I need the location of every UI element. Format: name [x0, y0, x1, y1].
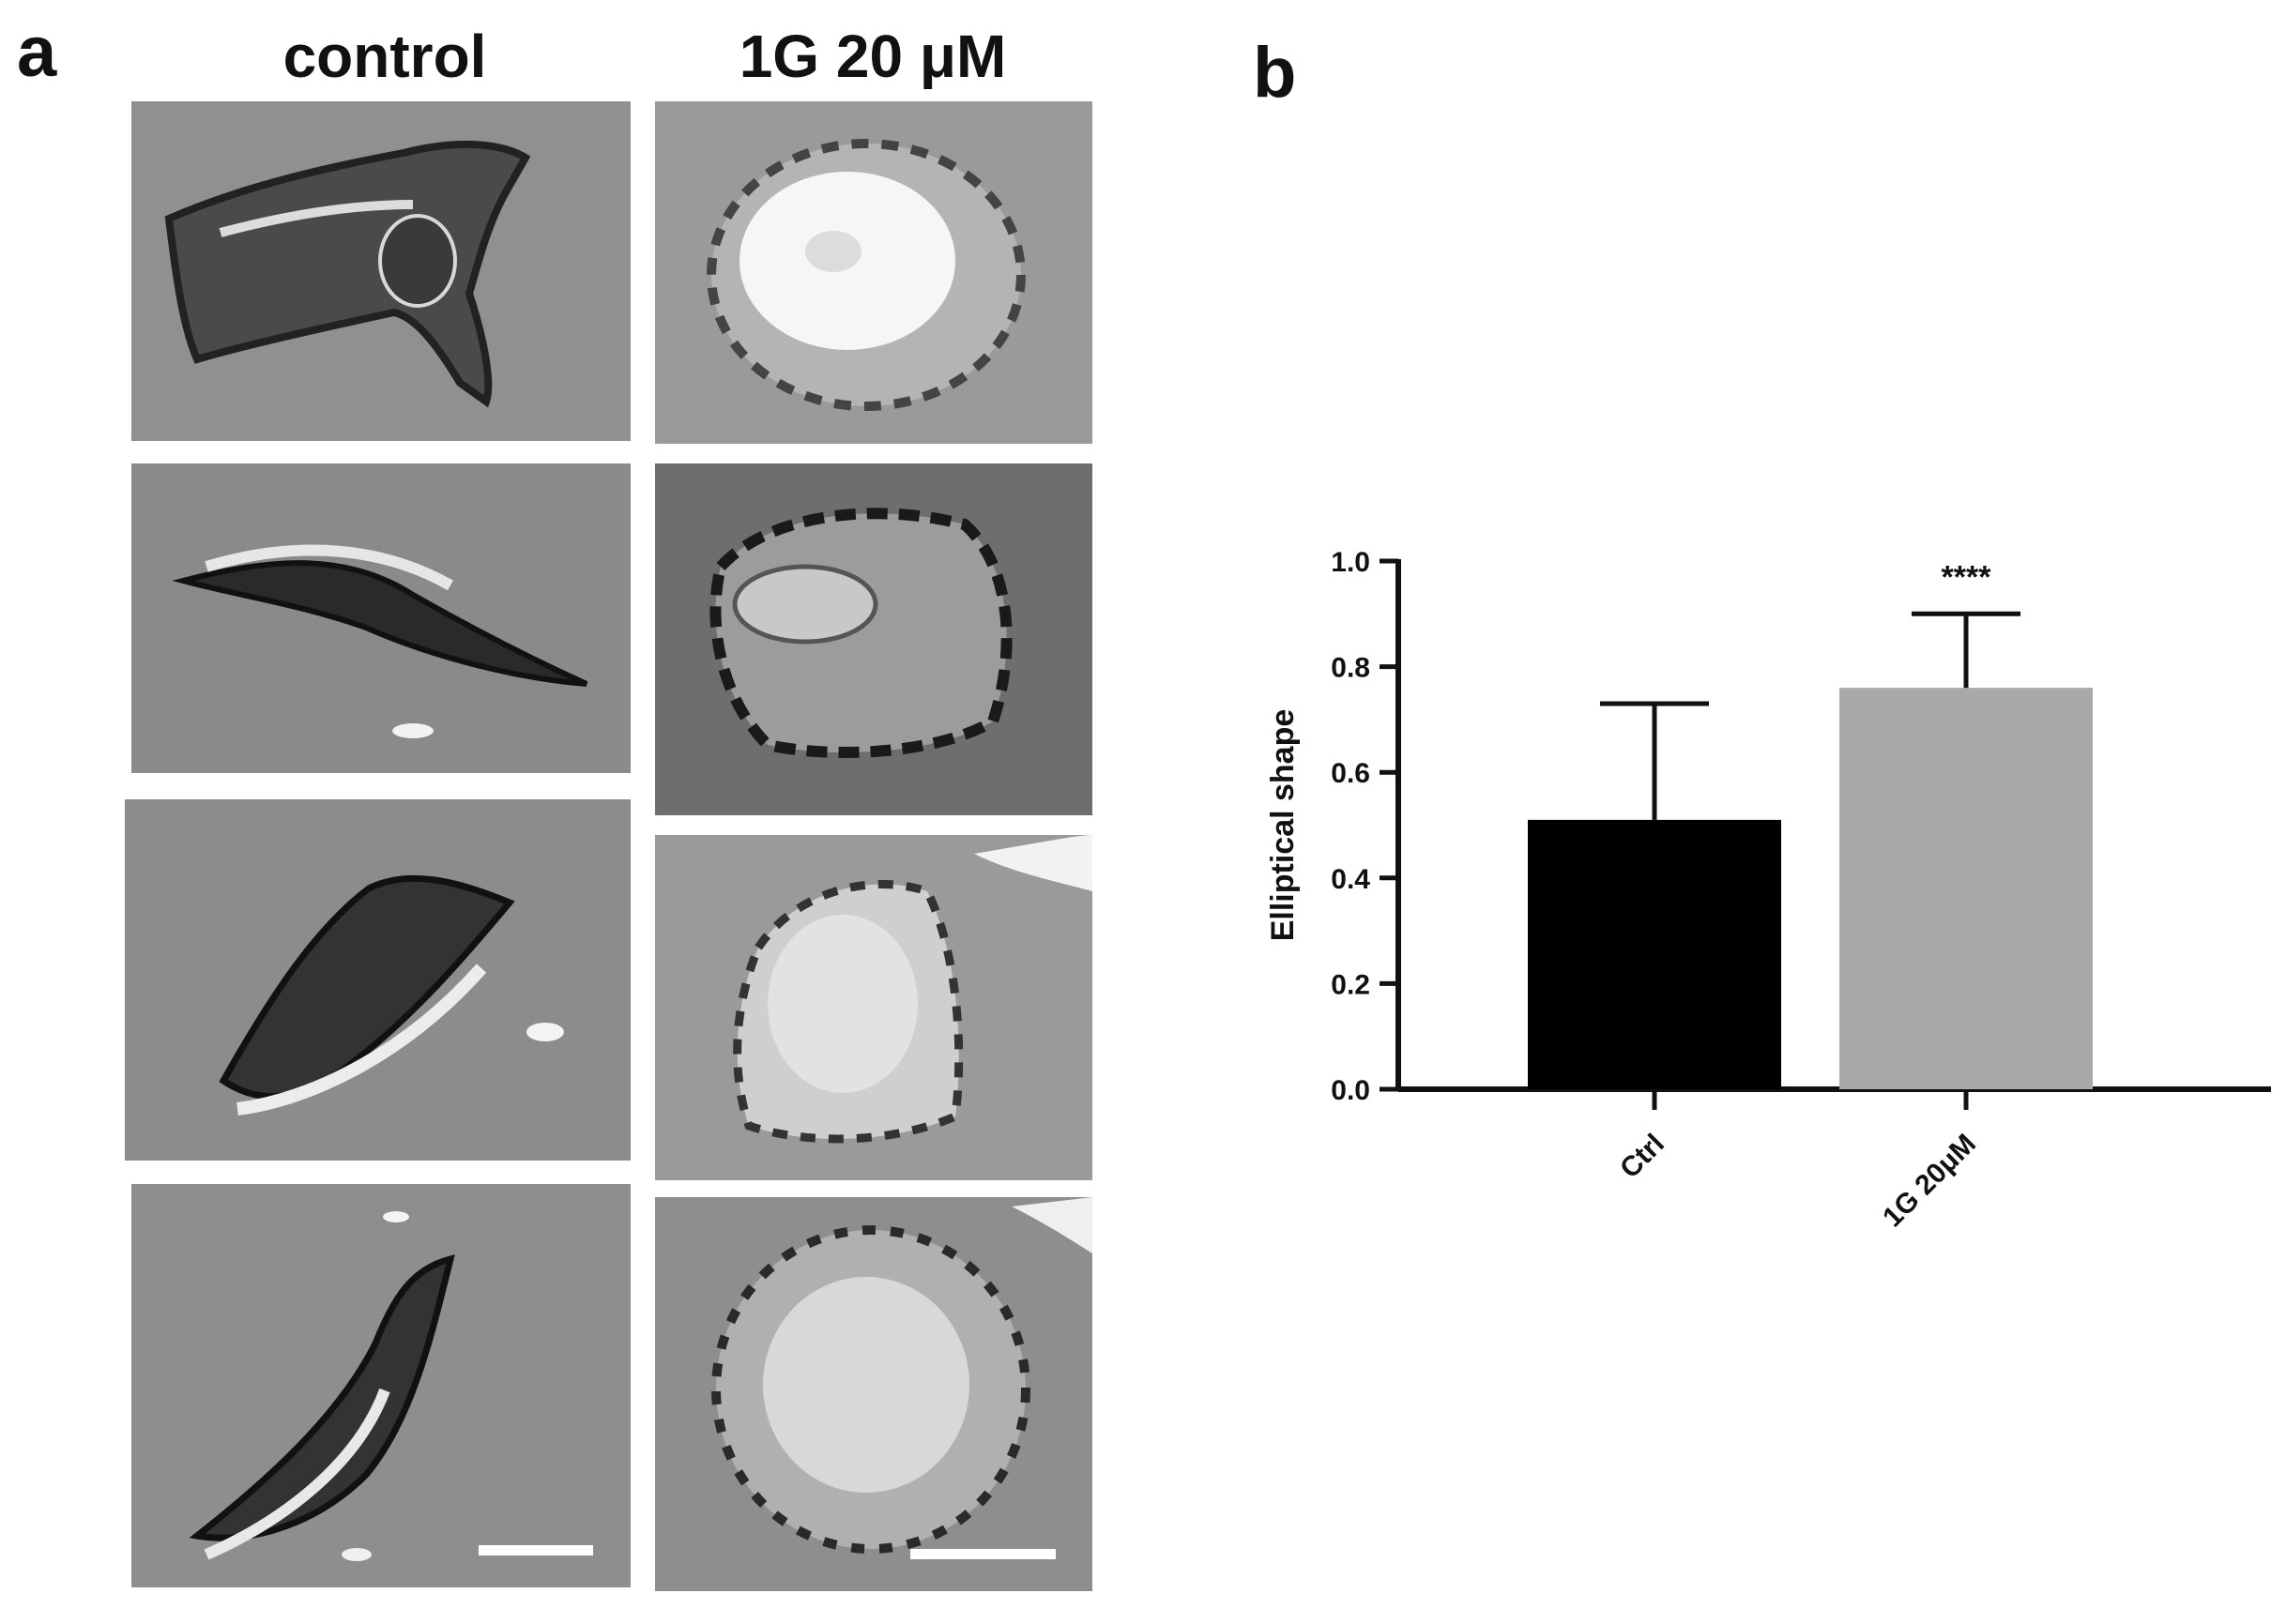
scale-bar-control — [479, 1545, 593, 1556]
micrograph-control-2 — [131, 463, 631, 773]
x-tick-label-1: 1G 20μM — [1877, 1129, 1982, 1234]
y-tick-label: 0.6 — [1331, 758, 1370, 789]
panel-b-letter: b — [1253, 33, 1297, 113]
y-tick-label: 0.0 — [1331, 1075, 1370, 1106]
bar-treated — [1839, 688, 2093, 1089]
micrograph-control-1 — [131, 101, 631, 441]
micrograph-treated-1 — [655, 101, 1092, 444]
micrograph-treated-4 — [655, 1197, 1092, 1591]
micrograph-treated-3 — [655, 835, 1092, 1180]
micrograph-treated-2 — [655, 463, 1092, 815]
y-tick-label: 0.4 — [1331, 864, 1370, 895]
bar-ctrl — [1528, 819, 1781, 1089]
significance-label: **** — [1942, 559, 1992, 595]
column-title-control: control — [282, 23, 487, 90]
micrograph-control-3 — [125, 799, 631, 1161]
micrograph-control-4 — [131, 1184, 631, 1587]
y-axis-label: Elliptical shape — [1265, 709, 1301, 942]
column-title-treated: 1G 20 μM — [739, 23, 1007, 90]
x-tick-label-0: Ctrl — [1614, 1129, 1670, 1185]
scale-bar-treated — [910, 1549, 1056, 1559]
y-tick-label: 1.0 — [1331, 547, 1370, 578]
y-tick-label: 0.8 — [1331, 653, 1370, 684]
y-tick-label: 0.2 — [1331, 969, 1370, 1000]
panel-a-letter: a — [17, 12, 57, 92]
